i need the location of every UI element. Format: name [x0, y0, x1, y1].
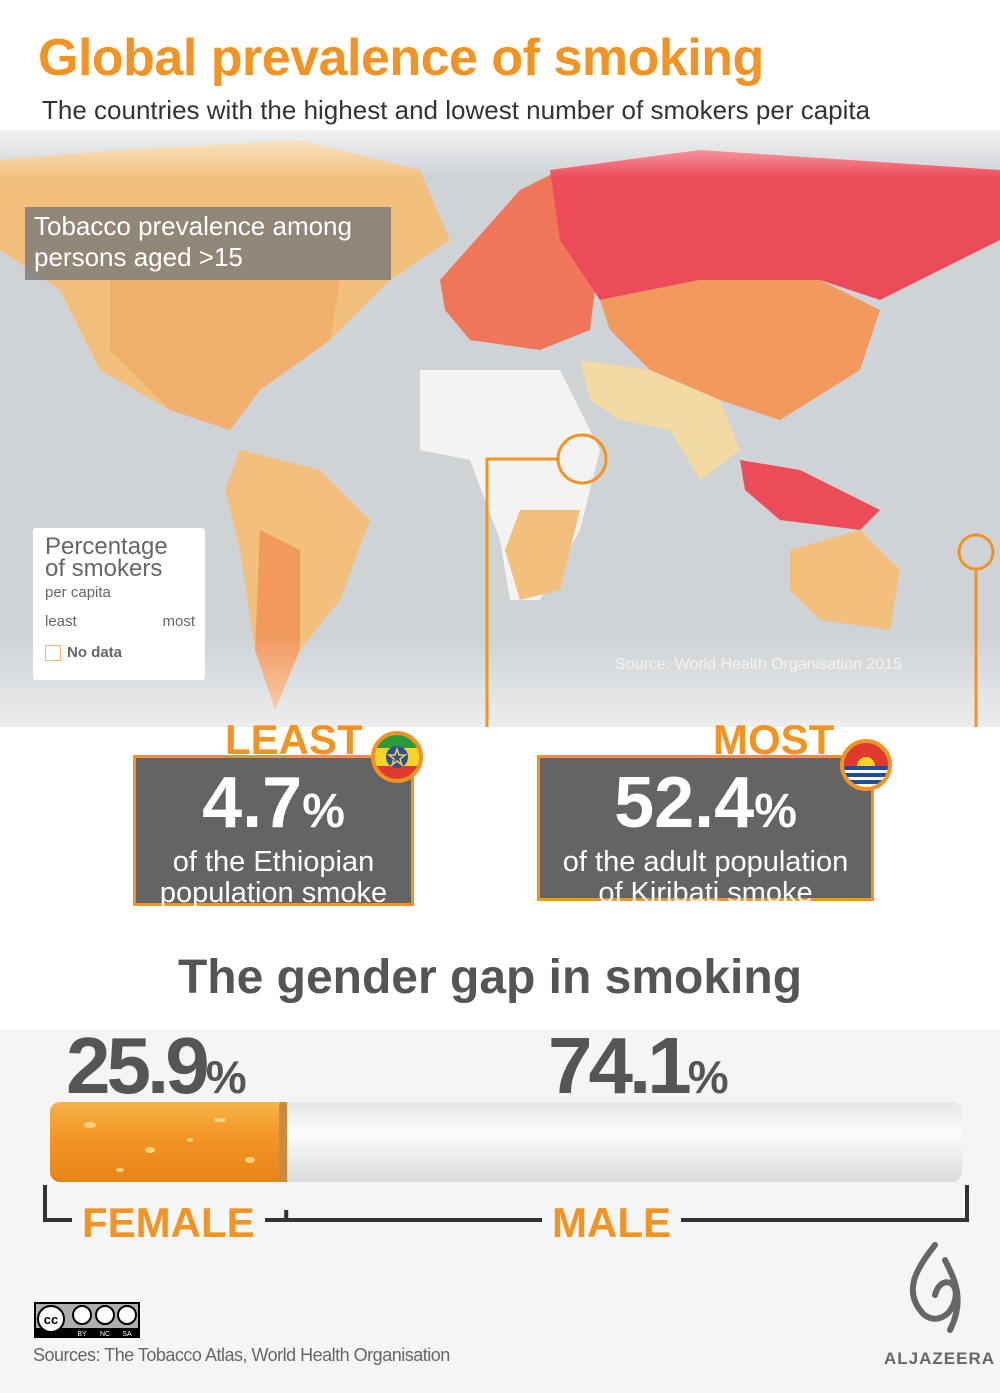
least-desc-2: population smoke	[159, 877, 388, 909]
female-pct: 25.9%	[66, 1020, 247, 1112]
male-bracket	[286, 1185, 969, 1222]
male-value: 74.1	[548, 1021, 692, 1110]
female-value: 25.9	[66, 1021, 210, 1110]
female-unit: %	[205, 1051, 247, 1103]
legend-most: most	[162, 613, 195, 630]
kiribati-flag-icon	[840, 739, 892, 791]
male-pct: 74.1%	[548, 1020, 729, 1112]
svg-text:cc: cc	[44, 1312, 58, 1327]
no-data-swatch	[45, 644, 61, 661]
legend-subtitle: per capita	[45, 584, 111, 601]
map-source: Source: World Health Organisation 2015	[615, 656, 902, 673]
header-bg	[0, 0, 1000, 130]
male-unit: %	[687, 1051, 729, 1103]
cigarette-chart	[43, 1102, 969, 1222]
most-desc-1: of the adult population	[562, 846, 849, 878]
least-desc-1: of the Ethiopian	[172, 846, 375, 878]
page-subtitle: The countries with the highest and lowes…	[42, 95, 871, 125]
male-label: MALE	[542, 1199, 681, 1247]
least-card: 4.7% of the Ethiopian population smoke	[133, 755, 414, 909]
ethiopia-flag-icon	[371, 731, 423, 783]
female-bar	[50, 1102, 287, 1182]
most-value: 52.4	[614, 763, 755, 843]
female-label: FEMALE	[72, 1199, 265, 1247]
gender-title: The gender gap in smoking	[177, 951, 803, 1004]
svg-text:BY: BY	[77, 1331, 87, 1338]
map-label: Tobacco prevalence among persons aged >1…	[25, 207, 391, 280]
map-legend: Percentage of smokers per capita least mo…	[33, 528, 205, 680]
aljazeera-logo-icon	[909, 1242, 961, 1333]
most-unit: %	[754, 785, 797, 838]
legend-title: Percentage of smokers	[45, 533, 168, 582]
sources-credit: Sources: The Tobacco Atlas, World Health…	[33, 1345, 450, 1365]
least-value: 4.7	[202, 763, 303, 843]
most-desc-2: of Kiribati smoke	[598, 877, 813, 909]
svg-text:SA: SA	[122, 1331, 132, 1338]
filter-band	[279, 1102, 288, 1182]
svg-text:NC: NC	[100, 1331, 110, 1338]
legend-least: least	[45, 613, 77, 630]
cc-license-icon: cc BY NC SA	[34, 1302, 140, 1338]
page-title: Global prevalence of smoking	[38, 29, 764, 87]
legend-no-data: No data	[67, 644, 123, 661]
most-card: 52.4% of the adult population of Kiribat…	[537, 755, 874, 909]
aljazeera-wordmark: ALJAZEERA	[884, 1349, 996, 1368]
least-unit: %	[302, 785, 345, 838]
